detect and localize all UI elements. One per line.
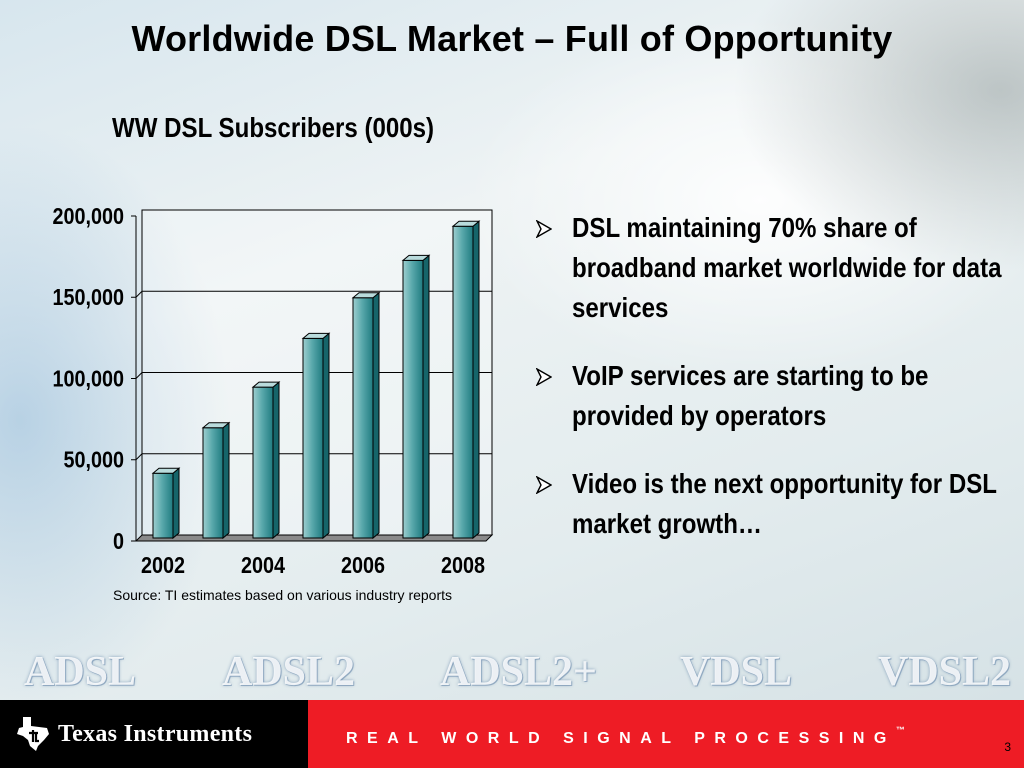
bar-top	[401, 254, 431, 261]
trademark-mark: ™	[895, 725, 905, 735]
footer-tagline: REAL WORLD SIGNAL PROCESSING™	[346, 725, 905, 748]
standard-label-adsl2: ADSL2	[222, 649, 356, 695]
bullet-text: DSL maintaining 70% share of broadband m…	[572, 212, 1002, 323]
bar	[252, 386, 274, 539]
y-tick-label: 150,000	[53, 285, 125, 311]
bullet-item: Video is the next opportunity for DSL ma…	[536, 464, 997, 544]
page-number: 3	[1004, 740, 1011, 754]
bar-side	[222, 421, 230, 540]
bar-side	[372, 291, 380, 540]
bullet-list: DSL maintaining 70% share of broadband m…	[536, 208, 1001, 572]
bullet-text: Video is the next opportunity for DSL ma…	[572, 468, 997, 539]
bar-top	[201, 422, 231, 429]
bar-side	[322, 332, 330, 540]
bar	[152, 472, 174, 539]
x-tick-label: 2008	[441, 553, 485, 579]
bar	[302, 337, 324, 539]
bar	[452, 225, 474, 539]
bar-side	[172, 467, 180, 540]
bullet-item: DSL maintaining 70% share of broadband m…	[536, 208, 1001, 328]
x-tick-label: 2002	[141, 553, 185, 579]
bar	[402, 259, 424, 539]
bar-side	[472, 220, 480, 540]
bar-side	[422, 254, 430, 540]
chart-title: WW DSL Subscribers (000s)	[112, 112, 435, 143]
standard-label-vdsl2: VDSL2	[878, 649, 1012, 695]
gridline-depth	[135, 372, 143, 379]
standard-label-vdsl: VDSL	[680, 649, 793, 695]
bullet-text: VoIP services are starting to be provide…	[572, 360, 929, 431]
y-tick-label: 100,000	[53, 366, 125, 392]
texas-state-logo-icon	[17, 717, 49, 751]
x-tick-label: 2004	[241, 553, 285, 579]
tagline-text: REAL WORLD SIGNAL PROCESSING	[346, 730, 896, 747]
bar-chart: 200,000 150,000 100,000 50,000 0 2002 2004 2006…	[53, 204, 494, 579]
gridline-depth	[135, 453, 143, 461]
bar	[352, 297, 374, 539]
y-tick-label: 50,000	[64, 447, 125, 473]
standard-label-adsl2plus: ADSL2+	[440, 649, 597, 695]
arrowhead-bullet-icon	[536, 368, 552, 386]
slide-background	[0, 0, 1024, 700]
bar-top	[451, 220, 481, 227]
arrowhead-bullet-icon	[536, 476, 552, 494]
chart-source-note: Source: TI estimates based on various in…	[113, 587, 453, 603]
footer-logo-area: Texas Instruments	[0, 700, 308, 768]
bullet-item: VoIP services are starting to be provide…	[536, 356, 976, 436]
arrowhead-bullet-icon	[536, 220, 552, 238]
x-tick-label: 2006	[341, 553, 385, 579]
dsl-standards-strip: ADSL ADSL2 ADSL2+ VDSL VDSL2	[0, 648, 1024, 700]
y-tick-label: 200,000	[53, 204, 125, 230]
bar	[202, 427, 224, 539]
gridline-depth	[135, 290, 143, 298]
bar-top	[301, 332, 331, 339]
y-tick-label: 0	[113, 529, 124, 555]
bar-top	[251, 381, 281, 388]
bar-side	[272, 381, 280, 540]
company-name: Texas Instruments	[58, 721, 253, 747]
bar-top	[151, 467, 181, 474]
slide-title: Worldwide DSL Market – Full of Opportuni…	[131, 18, 893, 59]
bar-top	[351, 292, 381, 299]
footer-tagline-area: REAL WORLD SIGNAL PROCESSING™ 3	[308, 700, 1024, 768]
standard-label-adsl: ADSL	[24, 649, 137, 695]
